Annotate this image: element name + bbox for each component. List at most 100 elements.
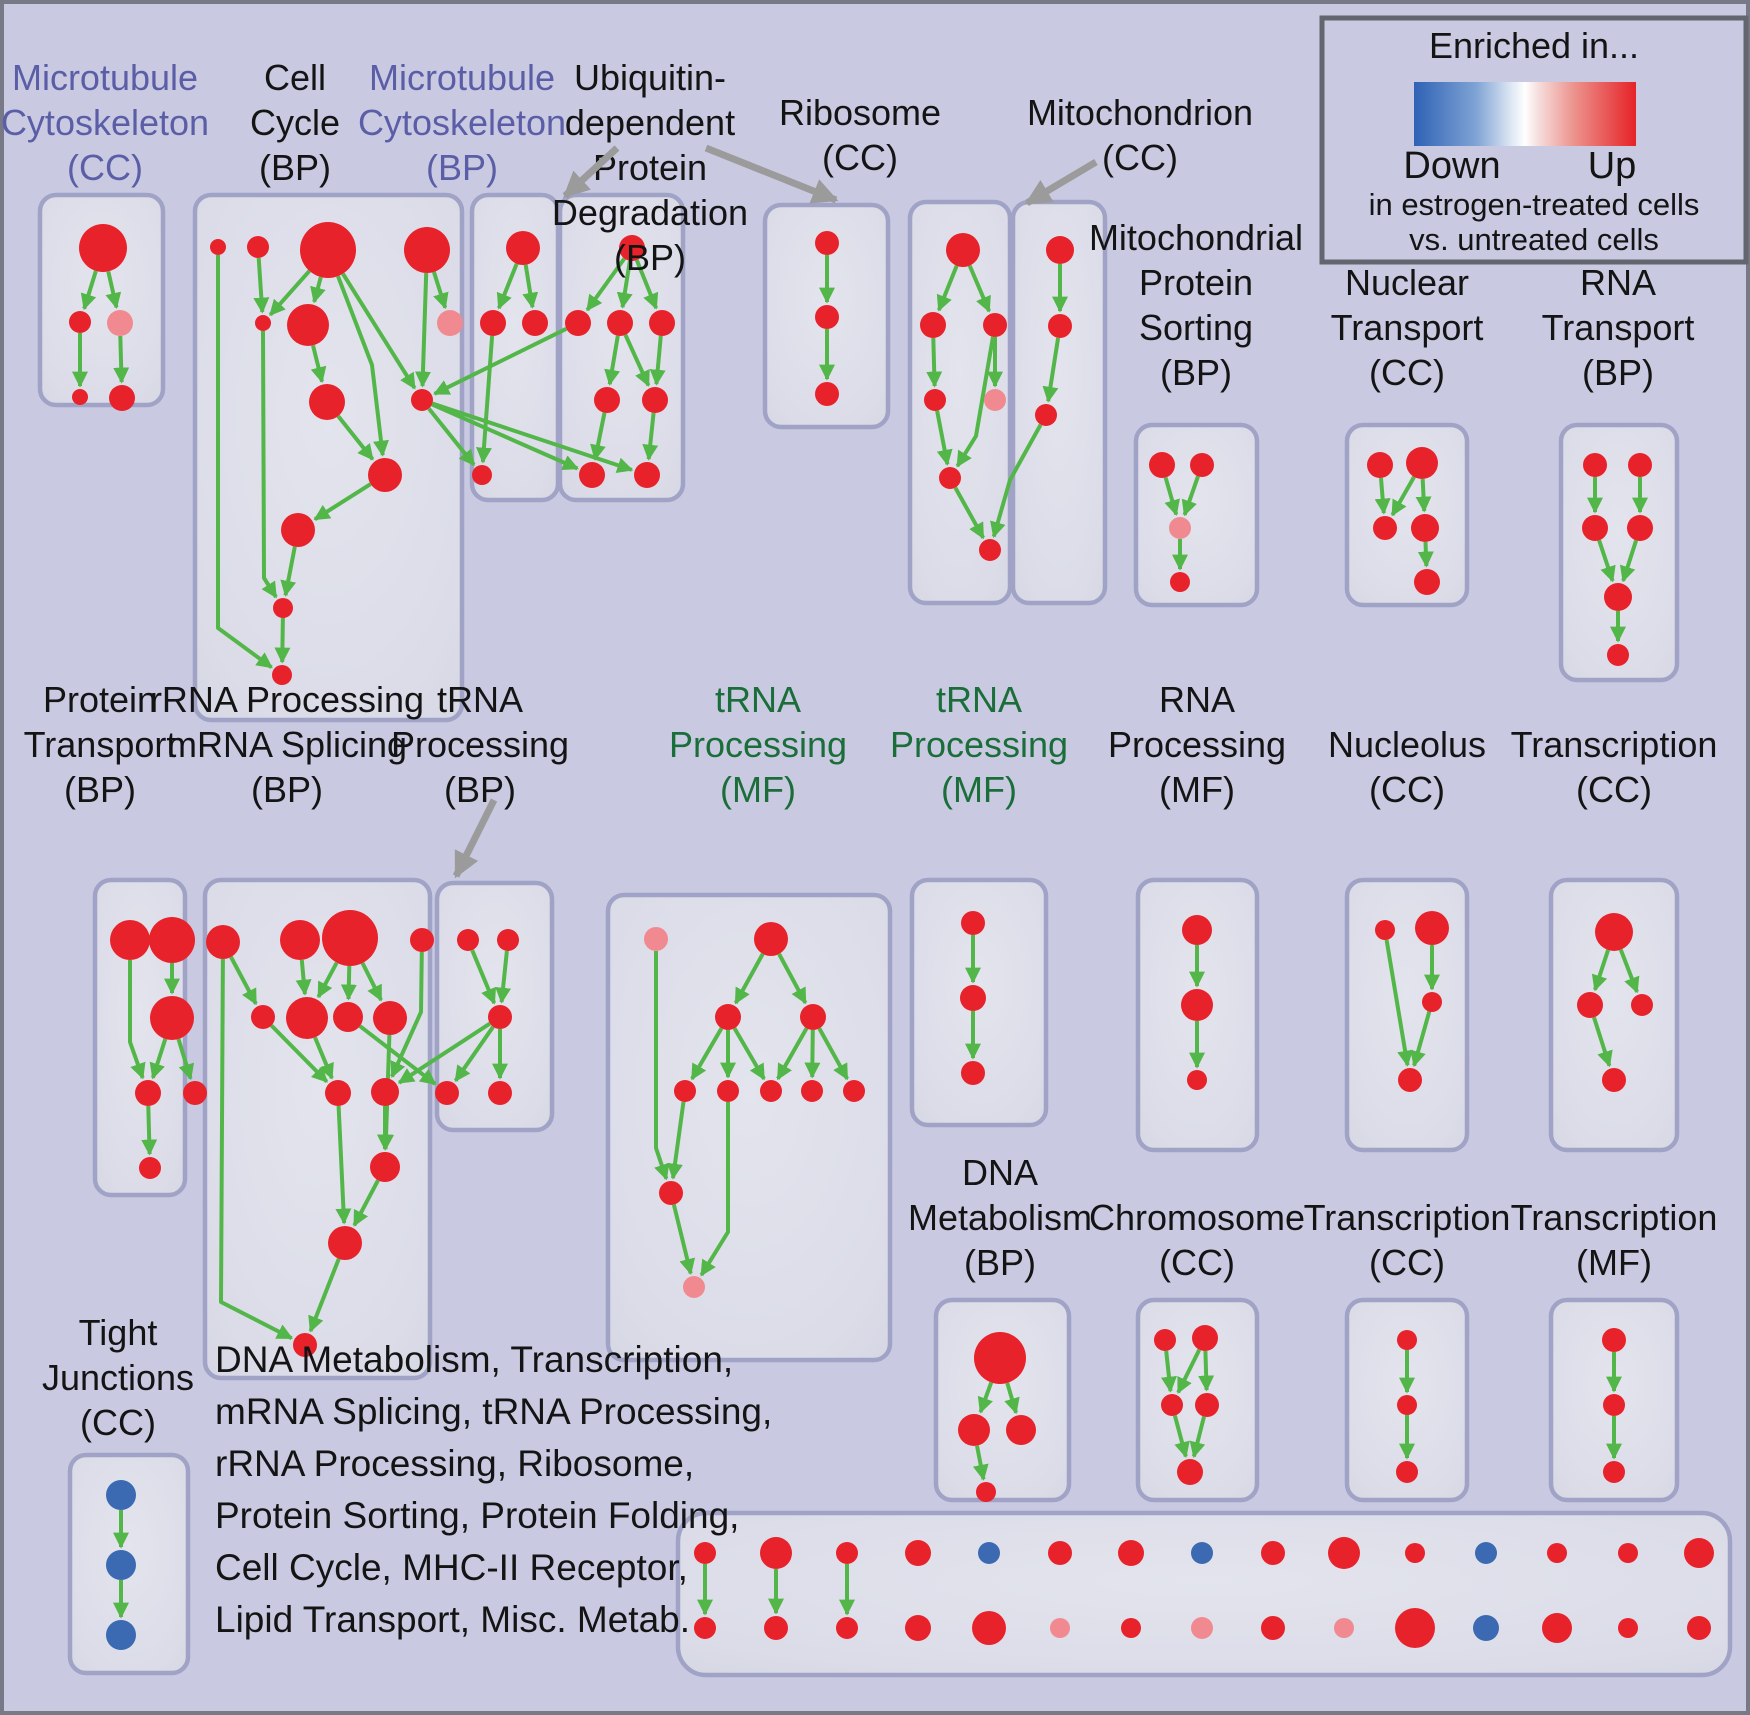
strip-node-top <box>1048 1541 1072 1565</box>
go-term-node <box>1181 989 1213 1021</box>
go-term-node <box>984 389 1006 411</box>
hierarchy-edge <box>817 1027 849 1081</box>
go-term-node <box>1161 1394 1183 1416</box>
annotation-text: rRNA Processing, Ribosome, <box>215 1443 694 1484</box>
cluster-label: (BP) <box>64 769 136 810</box>
cluster-label: Mitochondrion <box>1027 92 1253 133</box>
hierarchy-edge <box>216 255 273 669</box>
go-term-node <box>300 222 356 278</box>
go-term-node <box>1406 447 1438 479</box>
cluster-label: (CC) <box>1369 352 1445 393</box>
cluster-label: (BP) <box>614 237 686 278</box>
strip-node-bottom <box>1542 1613 1572 1643</box>
go-term-node <box>1631 994 1653 1016</box>
hierarchy-edge <box>229 956 258 1006</box>
hierarchy-edge <box>308 1258 341 1333</box>
go-term-node <box>109 385 135 411</box>
hierarchy-edge <box>1410 1011 1432 1068</box>
hierarchy-edge <box>777 953 808 1005</box>
hierarchy-edge <box>1374 477 1391 515</box>
annotation-text: Protein Sorting, Protein Folding, <box>215 1495 739 1536</box>
hierarchy-edge <box>475 335 495 464</box>
hierarchy-edge <box>340 965 357 1001</box>
go-term-node <box>1396 1461 1418 1483</box>
go-term-node <box>437 310 463 336</box>
label-pointer-arrow <box>704 144 839 204</box>
go-term-node <box>801 1080 823 1102</box>
go-term-node <box>579 462 605 488</box>
go-term-node <box>1169 517 1191 539</box>
go-term-node <box>1187 1070 1207 1090</box>
strip-node-top <box>1684 1538 1714 1568</box>
hierarchy-edge <box>336 414 375 461</box>
strip-node-bottom <box>1687 1616 1711 1640</box>
hierarchy-edge <box>341 272 417 390</box>
go-term-node <box>642 387 668 413</box>
go-term-node <box>924 389 946 411</box>
hierarchy-edge <box>935 410 953 466</box>
go-term-node <box>1602 1328 1626 1352</box>
cluster-label: tRNA <box>936 679 1022 720</box>
cluster-label: (BP) <box>444 769 516 810</box>
cluster-label: (CC) <box>67 147 143 188</box>
go-term-node <box>273 598 293 618</box>
hierarchy-edge <box>261 330 278 599</box>
go-term-node <box>69 311 91 333</box>
hierarchy-edge <box>1417 541 1434 568</box>
cluster-label: tRNA <box>715 679 801 720</box>
hierarchy-edge <box>1181 475 1200 517</box>
go-term-node <box>280 920 320 960</box>
label-pointer-arrow <box>1024 158 1098 207</box>
strip-node-bottom <box>836 1617 858 1639</box>
cluster-label: (MF) <box>720 769 796 810</box>
go-term-node <box>281 513 315 547</box>
go-term-node <box>247 236 269 258</box>
go-term-node <box>960 985 986 1011</box>
cluster-label: dependent <box>565 102 735 143</box>
go-term-node <box>1577 992 1603 1018</box>
go-term-node <box>715 1004 741 1030</box>
hierarchy-edge <box>590 412 607 461</box>
go-term-node <box>1397 1395 1417 1415</box>
hierarchy-edge <box>268 269 311 317</box>
hierarchy-edge <box>967 264 991 313</box>
go-term-node <box>210 239 226 255</box>
hierarchy-edge <box>128 960 146 1080</box>
hierarchy-edge <box>310 344 327 384</box>
go-term-node <box>659 1181 683 1205</box>
hierarchy-edge <box>280 546 297 597</box>
cluster-label: tRNA <box>437 679 523 720</box>
go-term-node <box>110 920 150 960</box>
go-term-node <box>594 387 620 413</box>
hierarchy-edge <box>431 271 449 310</box>
go-term-node <box>293 1333 317 1357</box>
legend-subtitle: in estrogen-treated cells <box>1369 187 1700 222</box>
hierarchy-edge <box>80 270 98 311</box>
go-term-node <box>974 1332 1026 1384</box>
go-term-node <box>1414 569 1440 595</box>
cluster-label: Processing <box>391 724 569 765</box>
hierarchy-edge <box>352 1179 380 1227</box>
cluster-label: Junctions <box>42 1357 194 1398</box>
go-term-node <box>333 1002 363 1032</box>
cluster-box-nucleolus <box>1344 877 1470 1153</box>
hierarchy-edge <box>274 617 291 664</box>
go-term-node <box>1627 515 1653 541</box>
cluster-label: Cytoskeleton <box>1 102 209 143</box>
cluster-label: Mitochondrial <box>1089 217 1303 258</box>
strip-node-bottom <box>1395 1608 1435 1648</box>
hierarchy-edge <box>105 270 122 309</box>
go-term-node <box>1595 913 1633 951</box>
strip-node-bottom <box>1618 1618 1638 1638</box>
cluster-label: (BP) <box>1582 352 1654 393</box>
go-term-node <box>1182 915 1212 945</box>
annotation-text: Cell Cycle, MHC-II Receptor, <box>215 1547 688 1588</box>
hierarchy-edge <box>776 1027 809 1081</box>
hierarchy-edge <box>113 335 130 384</box>
hierarchy-edge <box>616 260 633 309</box>
hierarchy-edge <box>269 1024 329 1084</box>
go-term-node <box>815 231 839 255</box>
go-term-node <box>480 310 506 336</box>
cluster-label: Degradation <box>552 192 748 233</box>
go-term-node <box>286 997 328 1039</box>
